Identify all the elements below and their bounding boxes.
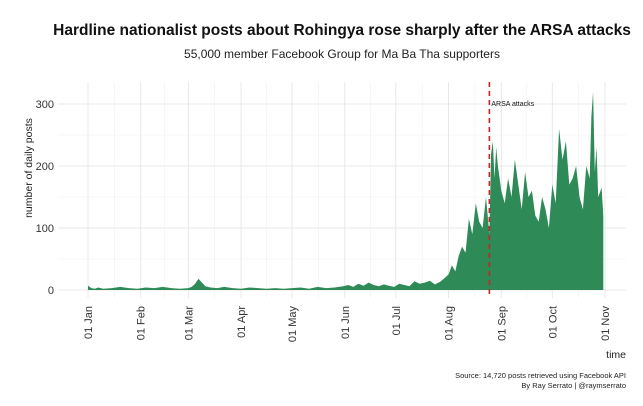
x-tick-label: 01 Sep <box>496 306 508 341</box>
chart-subtitle: 55,000 member Facebook Group for Ma Ba T… <box>184 47 500 61</box>
caption-author: By Ray Serrato | @raymserrato <box>521 381 626 390</box>
y-tick-label: 200 <box>36 161 54 173</box>
gridlines <box>58 82 626 298</box>
caption-source: Source: 14,720 posts retrieved using Fac… <box>455 371 626 380</box>
y-axis-label: number of daily posts <box>23 118 35 218</box>
y-axis-ticks: 0 100 200 300 <box>36 99 54 297</box>
x-tick-label: 01 Jul <box>391 306 403 335</box>
x-tick-label: 01 Aug <box>444 306 456 340</box>
y-tick-label: 100 <box>36 223 54 235</box>
chart-title: Hardline nationalist posts about Rohingy… <box>53 22 631 39</box>
y-tick-label: 300 <box>36 99 54 111</box>
x-tick-label: 01 Jun <box>340 306 352 339</box>
x-tick-label: 01 Feb <box>136 306 148 340</box>
x-axis-ticks: 01 Jan 01 Feb 01 Mar 01 Apr 01 May 01 Jun 01 J… <box>83 306 612 343</box>
x-tick-label: 01 Oct <box>547 306 559 338</box>
x-tick-label: 01 Apr <box>236 306 248 338</box>
x-tick-label: 01 Mar <box>183 306 195 341</box>
area-fill <box>88 91 604 290</box>
x-tick-label: 01 May <box>287 306 299 343</box>
event-marker-label: ARSA attacks <box>491 101 534 108</box>
x-tick-label: 01 Nov <box>600 306 612 341</box>
x-tick-label: 01 Jan <box>83 306 95 339</box>
event-marker: ARSA attacks <box>488 82 535 298</box>
x-axis-label: time <box>606 349 626 361</box>
y-tick-label: 0 <box>48 285 54 297</box>
area-series <box>88 91 604 290</box>
